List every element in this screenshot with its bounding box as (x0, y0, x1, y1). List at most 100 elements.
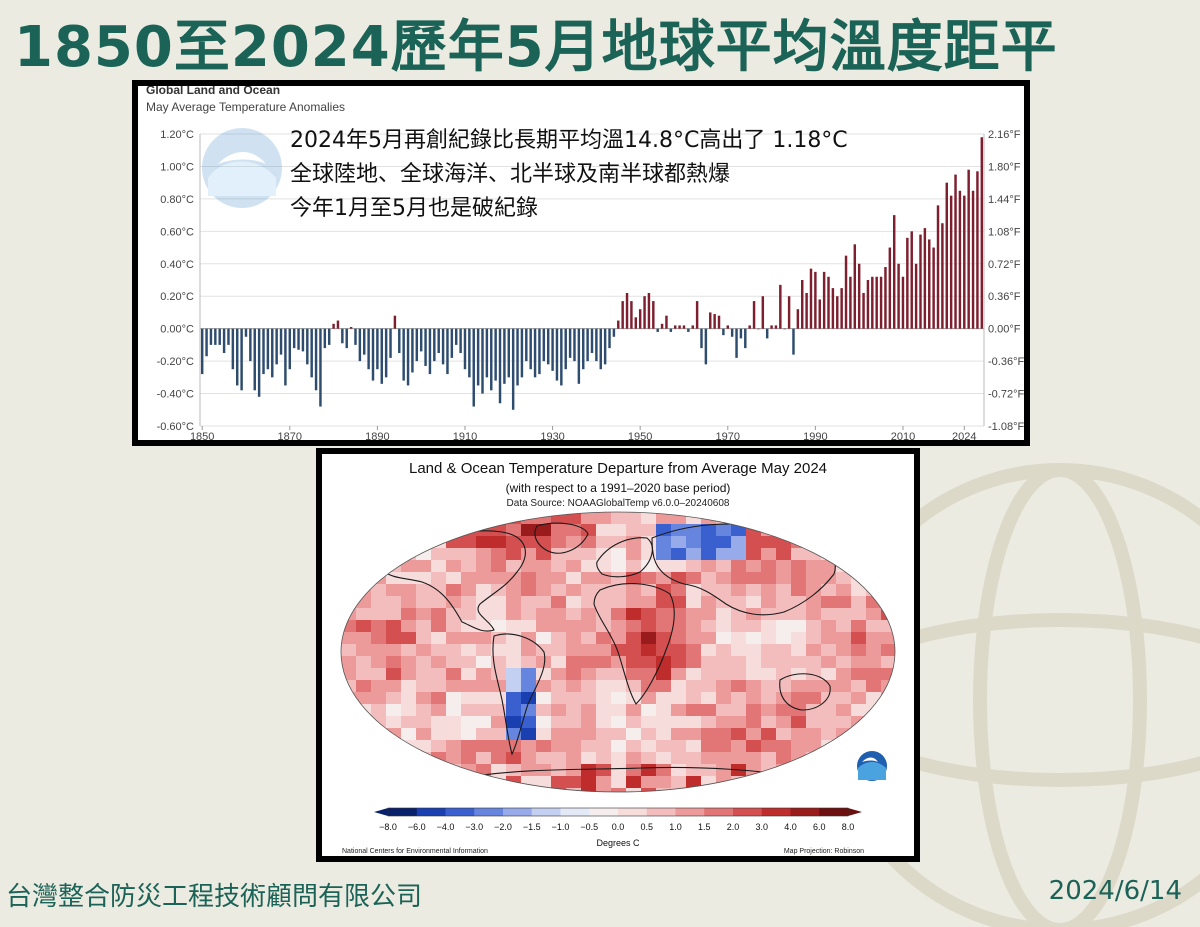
map-cell (431, 572, 447, 585)
map-cell (401, 548, 417, 561)
anomaly-bar (555, 328, 559, 381)
temperature-departure-map-panel: Land & Ocean Temperature Departure from … (316, 448, 920, 862)
map-cell (686, 572, 702, 585)
y-tick-label-left: 0.00°C (160, 324, 194, 336)
map-cell (581, 728, 597, 741)
map-cell (401, 632, 417, 645)
anomaly-bar (577, 328, 581, 384)
map-cell (791, 644, 807, 657)
colorbar-swatch (761, 808, 791, 816)
map-cell (686, 620, 702, 633)
map-cell (641, 740, 657, 753)
map-cell (866, 632, 882, 645)
map-cell (371, 680, 387, 693)
page-title: 1850至2024歷年5月地球平均溫度距平 (14, 15, 1058, 80)
map-cell (686, 716, 702, 729)
map-cell (776, 584, 792, 597)
map-cell (506, 716, 522, 729)
map-cell (626, 524, 642, 537)
y-tick-label-left: 0.80°C (160, 194, 194, 206)
map-cell (641, 668, 657, 681)
map-cell (836, 728, 852, 741)
map-cell (716, 620, 732, 633)
map-cell (596, 644, 612, 657)
map-cell (596, 752, 612, 765)
map-cell (641, 764, 657, 777)
color-scale-bar (374, 807, 862, 817)
map-cell (371, 620, 387, 633)
anomaly-bar (271, 328, 274, 378)
map-cell (401, 740, 417, 753)
map-cell (701, 620, 717, 633)
anomaly-bar (209, 328, 213, 345)
map-cell (566, 608, 582, 621)
map-cell (776, 716, 792, 729)
map-cell (491, 644, 507, 657)
map-cell (566, 548, 582, 561)
colorbar-swatch (646, 808, 676, 816)
map-cell (686, 704, 702, 717)
map-cell (596, 680, 612, 693)
map-cell (791, 728, 807, 741)
anomaly-bar (630, 301, 633, 329)
y-tick-label-right: 1.80°F (988, 161, 1021, 173)
map-cell (431, 644, 447, 657)
anomaly-bar (459, 328, 462, 353)
map-cell (461, 656, 477, 669)
map-cell (611, 728, 627, 741)
map-cell (611, 656, 627, 669)
anomaly-bar (244, 328, 248, 337)
map-cell (701, 548, 717, 561)
x-tick-label: 1950 (628, 431, 652, 440)
map-cell (836, 692, 852, 705)
map-cell (491, 764, 507, 777)
map-cell (641, 572, 657, 585)
anomaly-bar (389, 328, 392, 358)
y-tick-label-left: 0.20°C (160, 291, 194, 303)
map-cell (686, 608, 702, 621)
colorbar-tick-label: 3.0 (755, 822, 768, 832)
map-cell (791, 584, 807, 597)
map-cell (506, 776, 522, 789)
anomaly-bar (363, 328, 366, 355)
anomaly-bar (371, 328, 375, 381)
map-cell (536, 572, 552, 585)
anomaly-bar (827, 276, 830, 329)
map-cell (491, 632, 507, 645)
map-cell (731, 620, 747, 633)
anomaly-bar (266, 328, 270, 370)
map-cell (521, 572, 537, 585)
map-cell (461, 692, 477, 705)
y-tick-label-right: 2.16°F (988, 129, 1021, 141)
y-tick-label-right: 0.72°F (988, 259, 1021, 271)
map-cell (461, 680, 477, 693)
map-cell (611, 608, 627, 621)
map-cell (626, 704, 642, 717)
map-cell (836, 680, 852, 693)
map-cell (656, 704, 672, 717)
anomaly-bar (336, 320, 340, 329)
map-cell (656, 752, 672, 765)
map-cell (701, 740, 717, 753)
map-cell (596, 692, 612, 705)
anomaly-bar (257, 328, 261, 397)
map-cell (791, 764, 807, 777)
map-cell (551, 704, 567, 717)
map-cell (671, 716, 687, 729)
map-cell (671, 536, 687, 549)
map-cell (626, 512, 642, 525)
map-cell (401, 728, 417, 741)
map-cell (746, 776, 762, 789)
map-cell (701, 656, 717, 669)
map-cell (836, 704, 852, 717)
map-cell (341, 644, 357, 657)
map-cell (356, 632, 372, 645)
anomaly-bar (314, 328, 318, 391)
map-cell (611, 644, 627, 657)
map-cell (686, 656, 702, 669)
anomaly-bar (954, 174, 957, 329)
colorbar-swatch (416, 808, 446, 816)
map-cell (686, 728, 702, 741)
map-cell (386, 692, 402, 705)
map-cell (671, 512, 687, 525)
